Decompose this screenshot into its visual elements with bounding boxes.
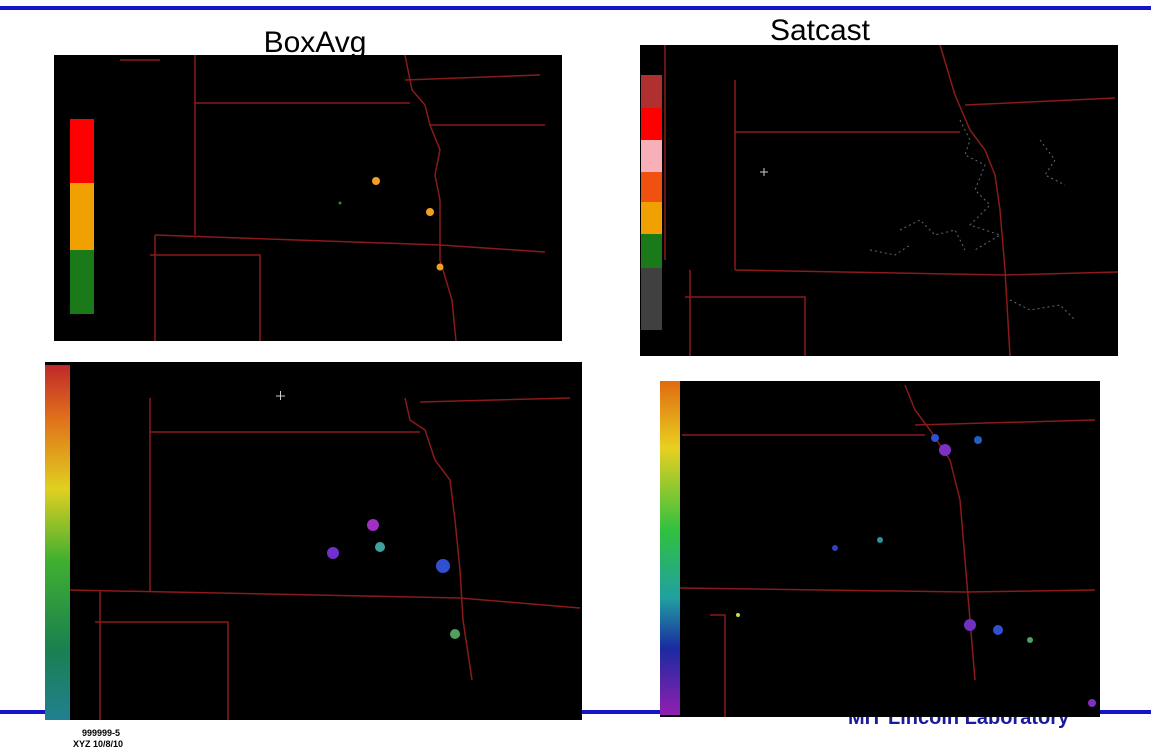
right-title: Satcast — [770, 14, 871, 47]
satcast-top-map — [640, 45, 1118, 356]
slide-canvas: BoxAvg Satcast MIT Lincoln Laboratory — [0, 0, 1151, 750]
doc-code: 999999-5 — [82, 728, 120, 738]
slide: {"titles": {"left": "BoxAvg", "right": "… — [0, 0, 1151, 750]
doc-date: XYZ 10/8/10 — [73, 739, 123, 749]
page: BoxAvg vs Satcast html, body { margin: 0… — [0, 0, 1151, 750]
boxavg-bottom-map — [45, 362, 582, 720]
boxavg-top-map — [54, 55, 562, 341]
satcast-bottom-map — [660, 381, 1100, 717]
top-rule — [0, 6, 1151, 10]
left-title: BoxAvg — [264, 26, 367, 59]
